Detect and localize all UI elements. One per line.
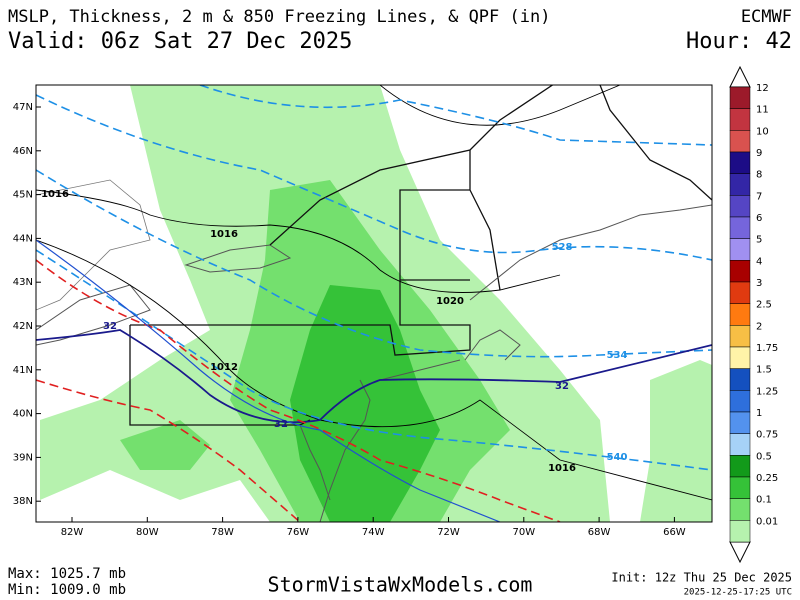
isobar-label: 1016 — [548, 463, 576, 474]
colorbar-label: 7 — [756, 191, 762, 202]
colorbar-label: 12 — [756, 83, 769, 94]
colorbar-swatch — [729, 130, 751, 153]
colorbar-cap — [729, 65, 751, 88]
map-layers — [36, 85, 712, 522]
lat-label: 45N — [13, 190, 33, 201]
isobar-label: 1020 — [436, 296, 464, 307]
lat-label: 39N — [13, 452, 33, 463]
colorbar-swatch — [729, 86, 751, 109]
model: ECMWF — [741, 7, 792, 27]
colorbar-label: 4 — [756, 256, 762, 267]
colorbar-swatch — [729, 260, 751, 283]
thickness-label: 528 — [552, 242, 573, 253]
colorbar-label: 0.01 — [756, 516, 778, 527]
title: MSLP, Thickness, 2 m & 850 Freezing Line… — [8, 7, 550, 27]
qpf-heavy — [290, 285, 440, 522]
colorbar-label: 11 — [756, 105, 769, 116]
colorbar-swatch — [729, 325, 751, 348]
colorbar-label: 5 — [756, 235, 762, 246]
colorbar-swatch — [729, 346, 751, 369]
colorbar-swatch — [729, 216, 751, 239]
freezing-2m-line — [36, 259, 561, 522]
lon-label: 80W — [136, 527, 159, 538]
colorbar-label: 1.25 — [756, 386, 778, 397]
forecast-hour: Hour: 42 — [686, 29, 792, 54]
lat-label: 46N — [13, 146, 33, 157]
lat-label: 40N — [13, 409, 33, 420]
colorbar-cap — [729, 541, 751, 564]
valid-time: Valid: 06z Sat 27 Dec 2025 — [8, 29, 352, 54]
colorbar-swatch — [729, 238, 751, 261]
canada-border — [269, 85, 712, 246]
colorbar-label: 0.75 — [756, 430, 778, 441]
colorbar-label: 0.5 — [756, 451, 772, 462]
colorbar-label: 2 — [756, 321, 762, 332]
max-pressure: Max: 1025.7 mb — [8, 566, 126, 582]
thickness-line — [36, 85, 712, 471]
colorbar-swatch — [729, 151, 751, 174]
freezing-label: 32 — [555, 381, 569, 392]
colorbar-swatch — [729, 303, 751, 326]
min-pressure: Min: 1009.0 mb — [8, 582, 126, 598]
colorbar-swatch — [729, 390, 751, 413]
colorbar-label: 1.5 — [756, 365, 772, 376]
colorbar-label: 2.5 — [756, 300, 772, 311]
colorbar-swatch — [729, 498, 751, 521]
timestamp: 2025-12-25-17:25 UTC — [684, 588, 792, 598]
init-time: Init: 12z Thu 25 Dec 2025 — [611, 571, 792, 585]
lat-label: 41N — [13, 365, 33, 376]
freezing-label: 32 — [274, 419, 288, 430]
colorbar-label: 6 — [756, 213, 762, 224]
lon-label: 74W — [362, 527, 385, 538]
colorbar-label: 3 — [756, 278, 762, 289]
isobar-label: 1012 — [210, 362, 238, 373]
state-borders — [129, 150, 501, 426]
colorbar-label: 9 — [756, 148, 762, 159]
isobar-label: 1016 — [41, 189, 69, 200]
lake-ontario — [184, 244, 292, 273]
lon-label: 70W — [512, 527, 535, 538]
thickness-line — [36, 239, 501, 522]
lon-label: 78W — [211, 527, 234, 538]
lon-label: 82W — [61, 527, 84, 538]
colorbar-swatch — [729, 281, 751, 304]
qpf-light — [640, 360, 712, 522]
colorbar-label: 1.75 — [756, 343, 778, 354]
colorbar-swatch — [729, 520, 751, 543]
great-lakes — [36, 179, 151, 311]
lat-label: 42N — [13, 321, 33, 332]
coastline — [299, 204, 712, 522]
colorbar-swatch — [729, 433, 751, 456]
lon-label: 76W — [287, 527, 310, 538]
colorbar-swatch — [729, 173, 751, 196]
map-frame — [35, 84, 713, 523]
lat-label: 38N — [13, 496, 33, 507]
site-name: StormVistaWxModels.com — [268, 573, 533, 597]
colorbar-swatch — [729, 476, 751, 499]
colorbar-swatch — [729, 368, 751, 391]
isobar-label: 1016 — [210, 229, 238, 240]
colorbar-swatch — [729, 108, 751, 131]
thickness-label: 534 — [607, 350, 628, 361]
lat-label: 44N — [13, 233, 33, 244]
lon-label: 66W — [663, 527, 686, 538]
colorbar-label: 10 — [756, 126, 769, 137]
freezing-label: 32 — [103, 321, 117, 332]
colorbar-label: 0.1 — [756, 495, 772, 506]
colorbar-swatch — [729, 195, 751, 218]
colorbar-label: 1 — [756, 408, 762, 419]
lat-label: 47N — [13, 102, 33, 113]
lat-label: 43N — [13, 277, 33, 288]
thickness-label: 540 — [607, 452, 628, 463]
lon-label: 72W — [437, 527, 460, 538]
freezing-850-line — [36, 329, 712, 424]
colorbar-swatch — [729, 455, 751, 478]
lon-label: 68W — [588, 527, 611, 538]
colorbar-swatch — [729, 411, 751, 434]
colorbar-label: 0.25 — [756, 473, 778, 484]
colorbar-label: 8 — [756, 170, 762, 181]
lake-erie — [36, 284, 151, 346]
